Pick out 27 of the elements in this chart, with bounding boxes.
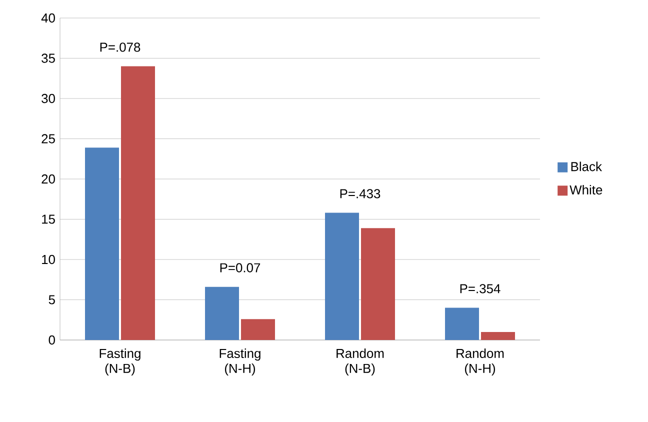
annotation: P=.354: [460, 284, 500, 294]
y-tick-label: 15: [42, 214, 55, 224]
bar: [85, 148, 120, 340]
bar: [120, 66, 155, 340]
y-tick-label: 0: [48, 335, 55, 345]
x-tick-label: Fasting (N-B): [100, 348, 140, 376]
bar: [205, 286, 240, 340]
y-tick-label: 40: [41, 13, 55, 23]
y-tick-label: 25: [42, 134, 55, 144]
y-tick-label: 10: [42, 254, 55, 264]
bar: [241, 319, 275, 340]
legend-label: White: [570, 184, 602, 194]
annotation: P=.078: [100, 42, 140, 52]
bar: [445, 308, 480, 340]
x-tick-label: Random (N-B): [336, 348, 384, 376]
legend-label: Black: [571, 162, 602, 172]
x-tick-label: Fasting (N-H): [220, 348, 260, 376]
y-tick-label: 5: [48, 295, 55, 304]
y-tick-label: 30: [42, 94, 55, 104]
bar: [361, 228, 395, 340]
annotation: P=0.07: [220, 263, 260, 272]
y-tick-label: 20: [42, 174, 55, 184]
bar: [481, 332, 516, 340]
bar: [325, 212, 360, 340]
x-tick-label: Random (N-H): [456, 348, 504, 376]
y-tick-label: 35: [42, 54, 55, 63]
annotation: P=.433: [340, 189, 380, 198]
